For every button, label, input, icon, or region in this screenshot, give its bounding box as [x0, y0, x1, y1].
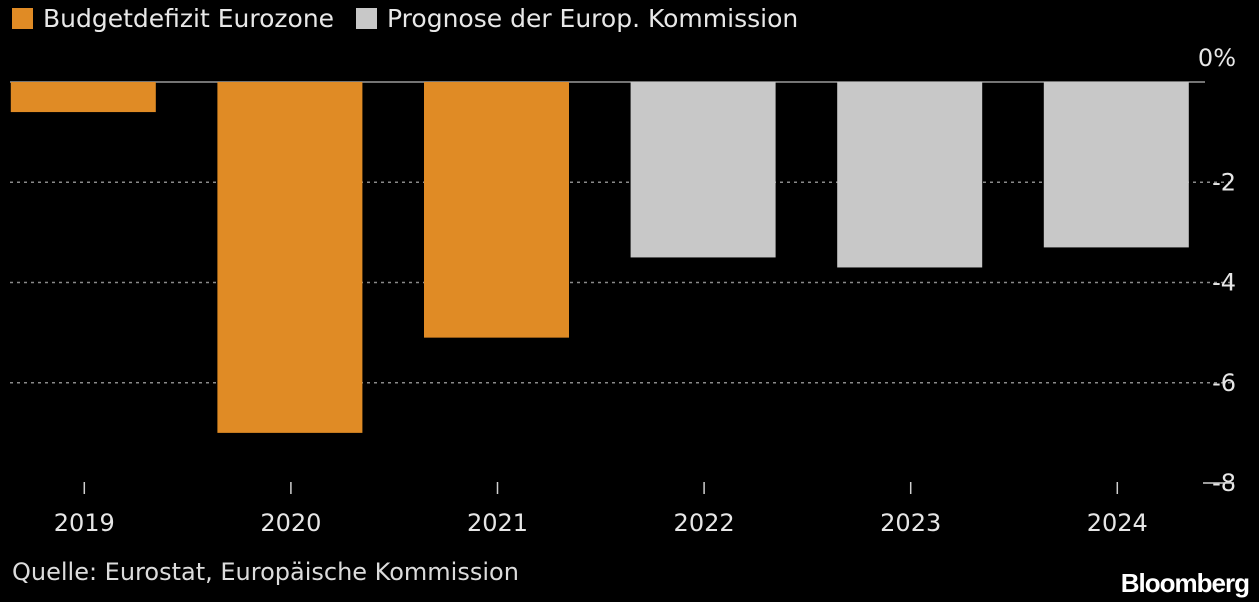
legend-item-prognose: Prognose der Europ. Kommission: [356, 4, 798, 33]
bar-2023: [837, 82, 983, 268]
legend-swatch-grey: [356, 8, 378, 29]
y-tick-label: -4: [1212, 269, 1236, 297]
y-tick-label: -2: [1212, 168, 1236, 196]
bar-2021: [424, 82, 569, 338]
legend-label-prognose: Prognose der Europ. Kommission: [387, 4, 799, 33]
bar-2019: [10, 82, 156, 113]
bar-2020: [217, 82, 363, 433]
y-tick-label: -6: [1212, 369, 1236, 397]
x-tick-label: 2022: [674, 509, 735, 537]
legend: Budgetdefizit Eurozone Prognose der Euro…: [12, 4, 820, 33]
legend-swatch-orange: [12, 8, 33, 29]
x-tick-label: 2023: [880, 509, 941, 537]
legend-item-budgetdefizit: Budgetdefizit Eurozone: [12, 4, 334, 33]
x-tick-label: 2021: [467, 509, 528, 537]
source-note: Quelle: Eurostat, Europäische Kommission: [12, 558, 519, 586]
bar-2024: [1043, 82, 1189, 248]
bar-2022: [630, 82, 776, 258]
x-tick-label: 2020: [260, 509, 321, 537]
bloomberg-logo: Bloomberg: [1120, 568, 1250, 598]
y-tick-label: 0%: [1198, 44, 1236, 72]
x-tick-label: 2019: [54, 509, 115, 537]
legend-label-budgetdefizit: Budgetdefizit Eurozone: [43, 4, 335, 33]
x-tick-label: 2024: [1087, 509, 1148, 537]
